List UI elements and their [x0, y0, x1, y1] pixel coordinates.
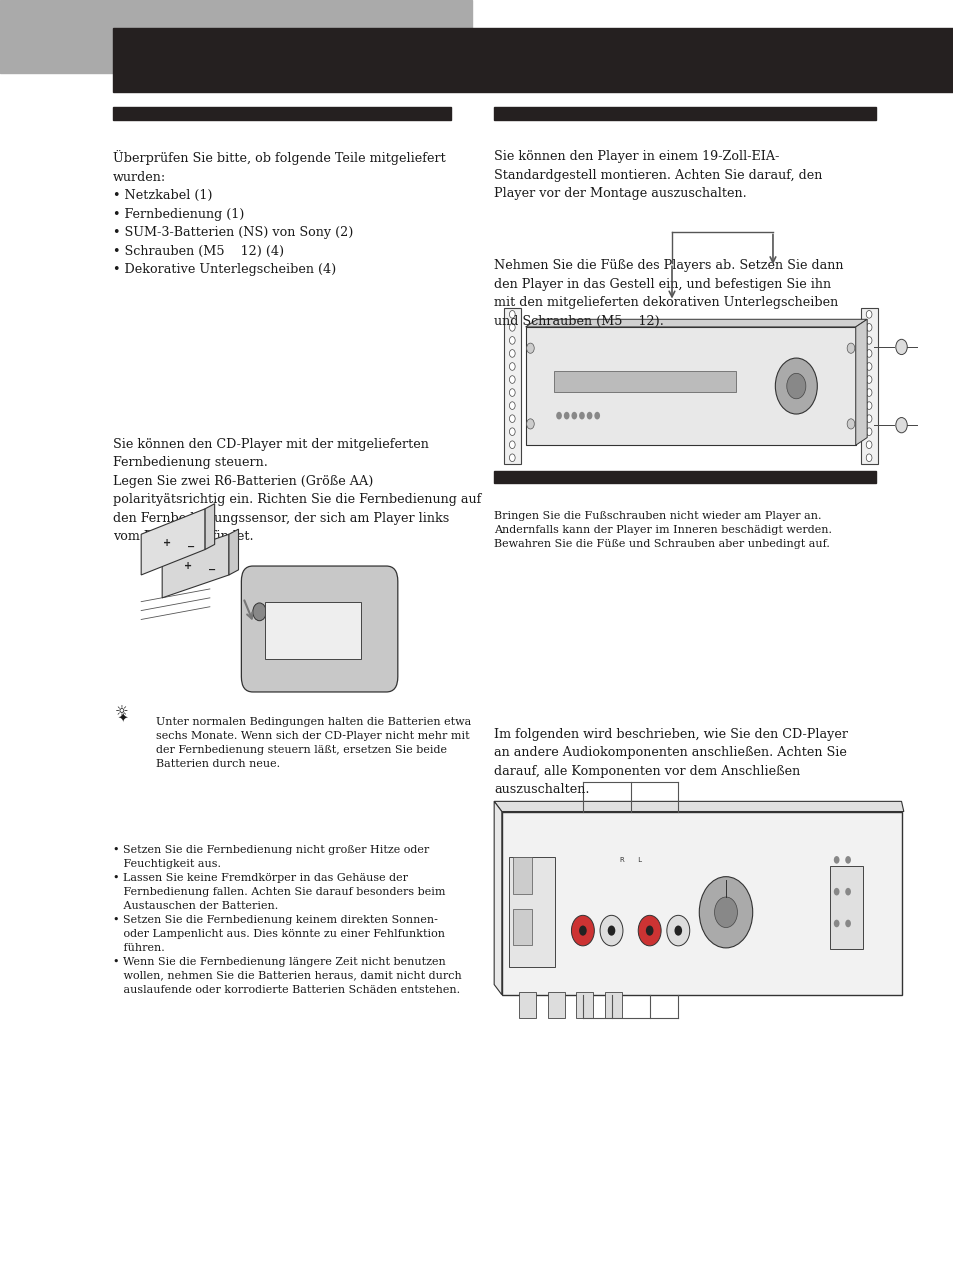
Text: Sie können den CD-Player mit der mitgelieferten
Fernbedienung steuern.
Legen Sie: Sie können den CD-Player mit der mitgeli…	[112, 438, 480, 543]
Circle shape	[674, 926, 681, 936]
Polygon shape	[229, 529, 238, 575]
Bar	[554, 370, 735, 392]
Circle shape	[666, 916, 689, 946]
Circle shape	[645, 926, 653, 936]
Text: Im folgenden wird beschrieben, wie Sie den CD-Player
an andere Audiokomponenten : Im folgenden wird beschrieben, wie Sie d…	[494, 728, 847, 796]
Circle shape	[714, 897, 737, 927]
Bar	[513, 908, 532, 945]
Circle shape	[865, 454, 871, 462]
Circle shape	[509, 389, 515, 397]
Bar	[547, 992, 564, 1018]
Circle shape	[865, 323, 871, 331]
Circle shape	[509, 427, 515, 435]
Circle shape	[865, 363, 871, 370]
Text: Überprüfen Sie bitte, ob folgende Teile mitgeliefert
wurden:
• Netzkabel (1)
• F: Überprüfen Sie bitte, ob folgende Teile …	[112, 150, 445, 276]
FancyBboxPatch shape	[241, 566, 397, 692]
Circle shape	[571, 916, 594, 946]
Circle shape	[509, 375, 515, 383]
Circle shape	[556, 412, 561, 420]
Circle shape	[509, 323, 515, 331]
Polygon shape	[205, 504, 214, 550]
Bar	[494, 471, 875, 483]
Bar	[829, 866, 862, 949]
Bar	[503, 308, 520, 464]
Bar	[112, 107, 451, 120]
Circle shape	[578, 926, 586, 936]
Circle shape	[846, 418, 854, 429]
Text: Unter normalen Bedingungen halten die Batterien etwa
sechs Monate. Wenn sich der: Unter normalen Bedingungen halten die Ba…	[155, 717, 470, 770]
Polygon shape	[855, 319, 866, 445]
Bar	[501, 812, 901, 995]
Circle shape	[865, 337, 871, 345]
Bar	[494, 107, 875, 120]
Circle shape	[607, 926, 615, 936]
Text: −: −	[187, 542, 194, 552]
Text: Sie können den Player in einem 19-Zoll-EIA-
Standardgestell montieren. Achten Si: Sie können den Player in einem 19-Zoll-E…	[494, 150, 821, 200]
Text: +: +	[184, 561, 192, 571]
Circle shape	[526, 343, 534, 354]
Polygon shape	[494, 801, 902, 812]
Circle shape	[509, 415, 515, 422]
Circle shape	[865, 402, 871, 410]
Text: Nehmen Sie die Füße des Players ab. Setzen Sie dann
den Player in das Gestell ei: Nehmen Sie die Füße des Players ab. Setz…	[494, 259, 842, 328]
Text: +: +	[163, 538, 171, 548]
Bar	[525, 327, 855, 445]
Circle shape	[638, 916, 660, 946]
Circle shape	[586, 412, 592, 420]
Circle shape	[895, 417, 906, 432]
Circle shape	[865, 375, 871, 383]
Circle shape	[846, 343, 854, 354]
Circle shape	[699, 876, 752, 948]
Circle shape	[833, 888, 839, 895]
Text: ✦: ✦	[117, 712, 128, 725]
Circle shape	[865, 441, 871, 449]
Text: • Setzen Sie die Fernbedienung nicht großer Hitze oder
   Feuchtigkeit aus.
• La: • Setzen Sie die Fernbedienung nicht gro…	[112, 845, 461, 995]
Circle shape	[578, 412, 584, 420]
Circle shape	[844, 888, 850, 895]
Circle shape	[865, 350, 871, 357]
Circle shape	[865, 389, 871, 397]
Circle shape	[844, 856, 850, 864]
Circle shape	[509, 337, 515, 345]
Circle shape	[509, 310, 515, 318]
Bar	[518, 992, 536, 1018]
Circle shape	[833, 856, 839, 864]
Bar	[576, 992, 593, 1018]
Circle shape	[599, 916, 622, 946]
Polygon shape	[141, 509, 205, 575]
Circle shape	[526, 418, 534, 429]
Polygon shape	[494, 801, 501, 995]
Circle shape	[594, 412, 599, 420]
Circle shape	[571, 412, 577, 420]
Bar	[265, 602, 360, 659]
Circle shape	[509, 402, 515, 410]
Circle shape	[786, 373, 805, 399]
Circle shape	[865, 310, 871, 318]
Circle shape	[509, 454, 515, 462]
Bar	[860, 308, 877, 464]
Circle shape	[833, 920, 839, 927]
Circle shape	[253, 603, 266, 621]
Circle shape	[509, 363, 515, 370]
Bar	[513, 857, 532, 894]
Text: R      L: R L	[618, 857, 641, 862]
Circle shape	[775, 359, 817, 415]
Polygon shape	[162, 534, 229, 598]
Circle shape	[865, 427, 871, 435]
Circle shape	[844, 920, 850, 927]
Circle shape	[509, 441, 515, 449]
Circle shape	[509, 350, 515, 357]
Text: Bringen Sie die Fußschrauben nicht wieder am Player an.
Andernfalls kann der Pla: Bringen Sie die Fußschrauben nicht wiede…	[494, 511, 831, 550]
Circle shape	[865, 415, 871, 422]
Polygon shape	[525, 319, 866, 327]
Text: ☼: ☼	[114, 705, 128, 720]
Bar	[0, 0, 472, 73]
Bar	[509, 857, 555, 967]
Text: −: −	[208, 565, 215, 575]
Circle shape	[563, 412, 569, 420]
Bar	[112, 28, 953, 92]
Bar	[604, 992, 621, 1018]
Circle shape	[895, 340, 906, 355]
